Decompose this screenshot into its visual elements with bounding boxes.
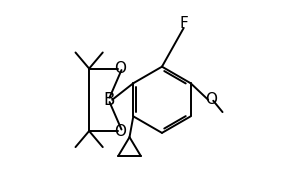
Text: O: O (114, 61, 126, 76)
Text: B: B (104, 91, 115, 109)
Text: F: F (179, 16, 188, 31)
Text: O: O (114, 123, 126, 138)
Text: O: O (205, 92, 217, 107)
